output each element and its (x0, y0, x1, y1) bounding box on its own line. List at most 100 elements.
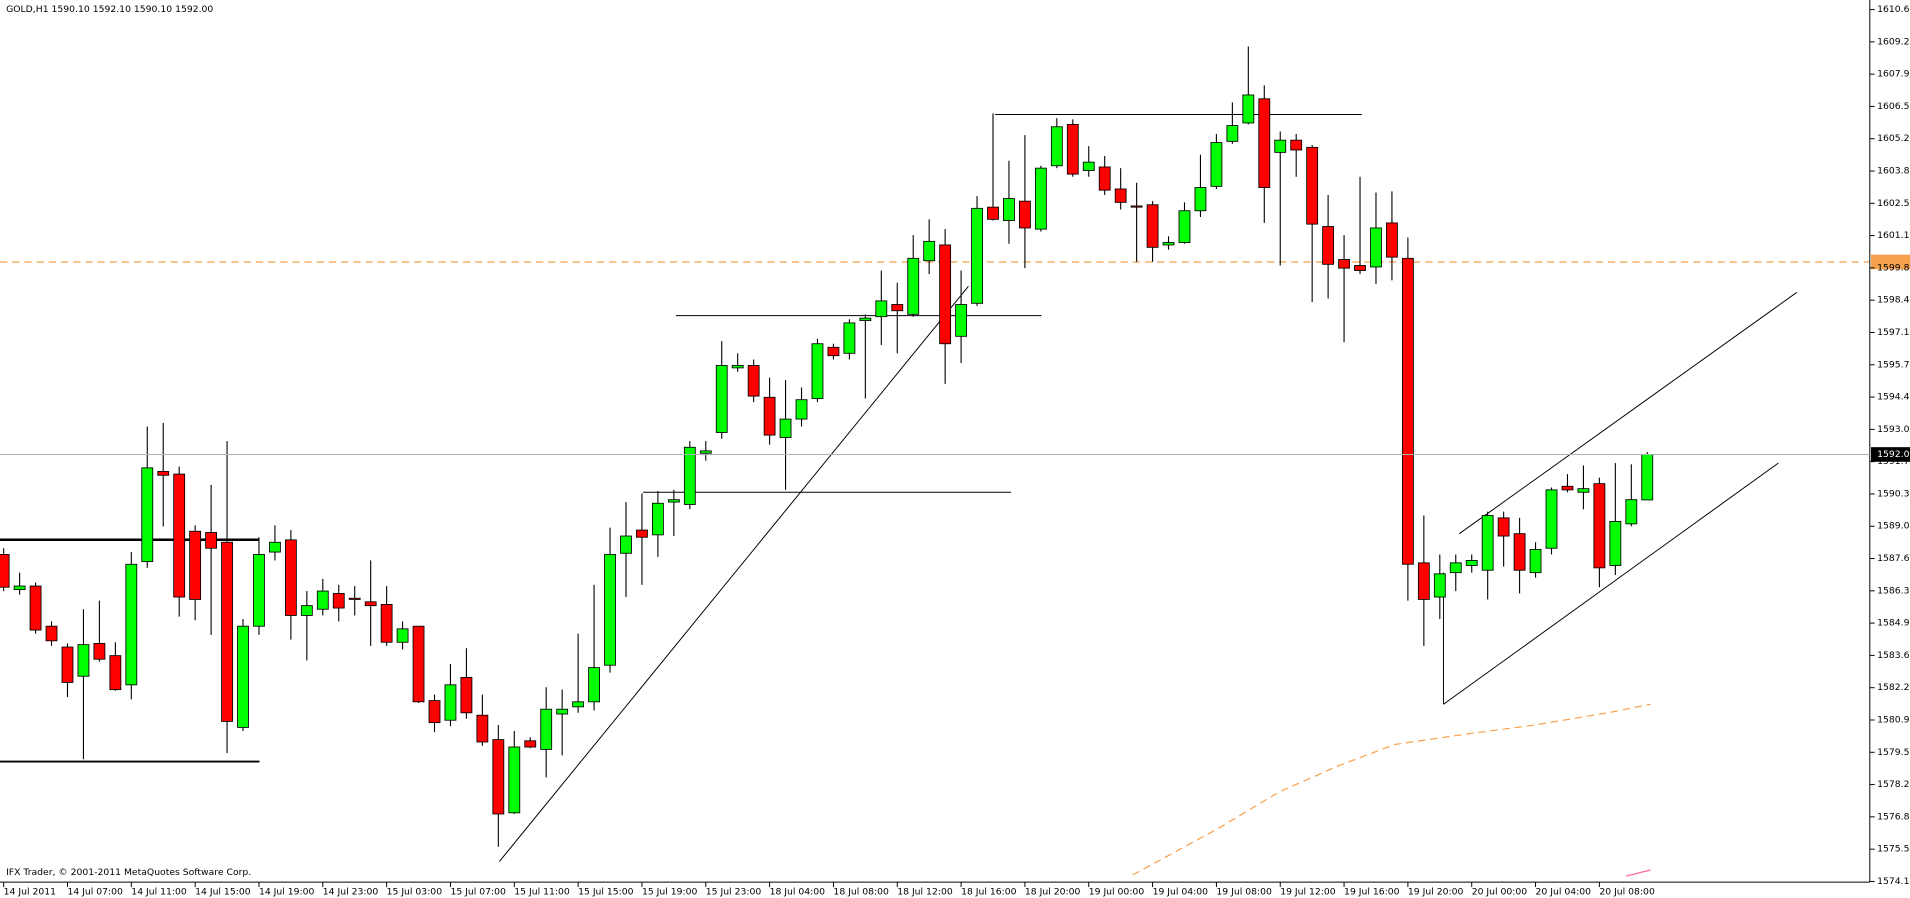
candle-body (1098, 166, 1111, 191)
x-tick-label: 20 Jul 04:00 (1536, 886, 1592, 897)
candle-body (747, 365, 760, 397)
candle-body (1003, 198, 1015, 221)
candle-body (1561, 485, 1574, 491)
candle-body (364, 601, 377, 607)
candle-body (1066, 123, 1079, 175)
x-tick-label: 15 Jul 11:00 (514, 886, 570, 897)
y-tick-label: 1584.95 (1877, 618, 1910, 629)
candle-body (476, 714, 489, 743)
y-tick-label: 1593.05 (1877, 424, 1910, 435)
y-tick-label: 1576.85 (1877, 811, 1910, 822)
candle-body (316, 590, 329, 610)
candle-body (284, 539, 297, 616)
y-tick-label: 1575.50 (1877, 844, 1910, 855)
candle-body (380, 604, 393, 643)
candle-body (1194, 187, 1207, 212)
candle-body (1019, 200, 1031, 229)
candle-body (763, 396, 776, 436)
candle-body (1354, 265, 1366, 271)
candle-body (444, 684, 457, 721)
y-tick-label: 1590.35 (1877, 488, 1910, 499)
candle-body (1497, 517, 1510, 537)
price-tag (1871, 447, 1910, 462)
candle-body (1226, 125, 1239, 142)
x-tick-label: 18 Jul 20:00 (1025, 886, 1081, 897)
candle-body (1242, 94, 1255, 124)
x-tick-label: 15 Jul 15:00 (578, 886, 634, 897)
x-tick-label: 15 Jul 03:00 (387, 886, 443, 897)
candle-body (1401, 257, 1414, 565)
candle-body (125, 563, 138, 686)
candle-body (348, 597, 361, 600)
candle-body (1114, 188, 1127, 203)
candle-body (843, 322, 856, 354)
candle-body (588, 667, 600, 703)
x-tick-label: 14 Jul 19:00 (259, 886, 315, 897)
candle-body (699, 450, 712, 454)
candle-body (1609, 521, 1622, 566)
candle-body (907, 257, 920, 315)
candle-body (45, 625, 58, 642)
candle-body (1625, 499, 1638, 525)
candle-body (93, 643, 106, 660)
candle-body (300, 605, 313, 616)
candle-body (524, 740, 537, 748)
y-tick-label: 1574.15 (1877, 876, 1910, 887)
candle-body (1130, 205, 1143, 208)
candle-body (205, 532, 218, 549)
candle-body (13, 585, 26, 591)
candle-body (1545, 489, 1558, 549)
y-tick-label: 1605.20 (1877, 133, 1910, 144)
x-tick-label: 14 Jul 23:00 (323, 886, 379, 897)
candle-body (1481, 515, 1494, 571)
candle-body (428, 700, 441, 724)
candle-body (1146, 204, 1159, 248)
x-tick-label: 19 Jul 00:00 (1089, 886, 1145, 897)
y-tick-label: 1579.55 (1877, 747, 1910, 758)
candle-body (141, 467, 154, 563)
candle-body (0, 554, 10, 588)
x-tick-label: 19 Jul 16:00 (1344, 886, 1400, 897)
x-tick-label: 14 Jul 15:00 (195, 886, 251, 897)
candle-body (779, 418, 792, 438)
candle-body (1338, 259, 1350, 269)
candle-body (1034, 167, 1047, 230)
candle-body (508, 746, 521, 814)
candle-body (1386, 222, 1398, 258)
x-tick-label: 15 Jul 07:00 (450, 886, 506, 897)
y-tick-label: 1589.00 (1877, 521, 1910, 532)
x-tick-label: 19 Jul 20:00 (1408, 886, 1464, 897)
x-tick-label: 19 Jul 08:00 (1216, 886, 1272, 897)
y-tick-label: 1582.25 (1877, 682, 1910, 693)
x-tick-label: 18 Jul 16:00 (961, 886, 1017, 897)
candle-body (1449, 562, 1462, 574)
candle-body (1465, 560, 1478, 566)
copyright: IFX Trader, © 2001-2011 MetaQuotes Softw… (6, 867, 251, 878)
candle-body (1258, 98, 1271, 188)
x-tick-label: 20 Jul 00:00 (1472, 886, 1528, 897)
x-tick-label: 14 Jul 07:00 (67, 886, 123, 897)
y-tick-label: 1578.20 (1877, 779, 1910, 790)
candle-body (939, 244, 952, 345)
x-tick-label: 18 Jul 12:00 (897, 886, 953, 897)
y-tick-label: 1594.40 (1877, 392, 1910, 403)
candle-body (859, 317, 872, 321)
orange-level-tag (1871, 254, 1910, 270)
candle-body (731, 365, 744, 369)
x-tick-label: 19 Jul 04:00 (1153, 886, 1209, 897)
candle-body (971, 207, 983, 304)
candle-body (1322, 226, 1335, 265)
moving-average (1132, 703, 1651, 876)
y-tick-label: 1586.30 (1877, 585, 1910, 596)
y-tick-label: 1610.60 (1877, 4, 1910, 15)
y-tick-label: 1597.10 (1877, 327, 1910, 338)
candle-body (1290, 139, 1303, 151)
candle-body (556, 708, 569, 715)
candle-body (987, 206, 999, 220)
chart-header: GOLD,H1 1590.10 1592.10 1590.10 1592.00 (6, 4, 213, 15)
candle-body (1274, 139, 1287, 153)
candle-body (1050, 126, 1063, 167)
candle-body (1513, 533, 1526, 571)
